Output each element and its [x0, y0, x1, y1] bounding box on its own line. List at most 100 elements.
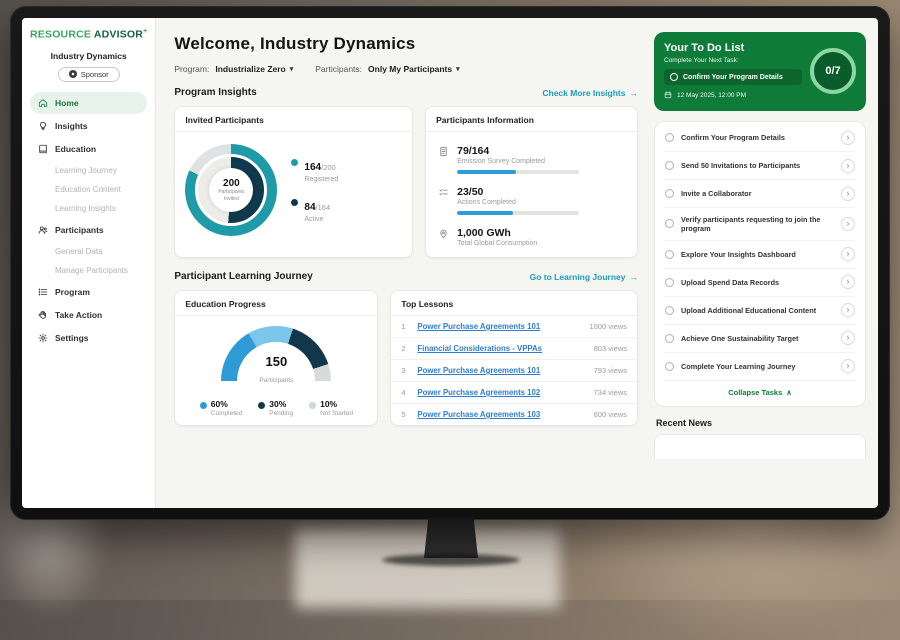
checkbox-icon[interactable] — [665, 249, 674, 259]
progress-bar — [457, 170, 580, 174]
sidebar-item-learning-insights[interactable]: Learning Insights — [55, 203, 116, 213]
task-item[interactable]: Complete Your Learning Journey › — [665, 353, 855, 381]
chevron-right-icon[interactable]: › — [841, 130, 855, 145]
sponsor-badge[interactable]: Sponsor — [57, 66, 120, 82]
chevron-down-icon: ▾ — [456, 66, 460, 73]
chevron-right-icon[interactable]: › — [841, 275, 855, 290]
chevron-right-icon[interactable]: › — [841, 158, 855, 173]
sidebar-item-manage-participants[interactable]: Manage Participants — [55, 265, 128, 275]
sidebar-item-settings[interactable]: Settings — [30, 327, 147, 349]
checkbox-icon[interactable] — [665, 361, 674, 371]
sidebar-item-program[interactable]: Program — [30, 281, 147, 303]
sidebar-item-education[interactable]: Education — [30, 138, 147, 160]
participants-select-value: Only My Participants — [368, 64, 453, 74]
filter-bar: Program: Industrialize Zero ▾ Participan… — [174, 64, 638, 74]
lesson-link[interactable]: Power Purchase Agreements 102 — [417, 388, 541, 397]
progress-bar — [457, 211, 580, 215]
checkbox-icon[interactable] — [665, 333, 674, 343]
todo-progress-value: 0/7 — [825, 64, 841, 77]
checkbox-icon[interactable] — [670, 73, 678, 81]
check-more-insights-link[interactable]: Check More Insights → — [542, 87, 638, 98]
book-icon — [38, 144, 48, 154]
chevron-right-icon[interactable]: › — [841, 359, 855, 374]
sidebar-item-label: Take Action — [55, 309, 103, 320]
sidebar-nav: Home Insights Education Learning Journey… — [30, 91, 148, 349]
chevron-right-icon[interactable]: › — [841, 247, 855, 262]
lesson-row: 4 Power Purchase Agreements 102 734 view… — [391, 382, 637, 404]
card-title: Education Progress — [175, 291, 378, 316]
section-title-program-insights: Program Insights — [174, 87, 257, 98]
checkbox-icon[interactable] — [665, 305, 674, 315]
sidebar-item-general-data[interactable]: General Data — [55, 246, 103, 256]
program-select[interactable]: Industrialize Zero ▾ — [215, 64, 293, 74]
checkbox-icon[interactable] — [665, 189, 674, 198]
main-content: Welcome, Industry Dynamics Program: Indu… — [156, 18, 652, 508]
list-icon — [38, 287, 48, 297]
location-pin-icon — [438, 228, 449, 239]
go-to-learning-journey-link[interactable]: Go to Learning Journey → — [529, 271, 639, 282]
program-select-value: Industrialize Zero — [215, 64, 286, 74]
program-filter-label: Program: — [174, 64, 210, 74]
lesson-link[interactable]: Power Purchase Agreements 101 — [417, 322, 541, 331]
chevron-right-icon[interactable]: › — [841, 331, 855, 346]
lesson-link[interactable]: Power Purchase Agreements 103 — [417, 410, 541, 419]
donut-center-label: Invited — [224, 195, 239, 202]
task-item[interactable]: Upload Additional Educational Content › — [665, 297, 855, 325]
participants-select[interactable]: Only My Participants ▾ — [368, 64, 460, 74]
task-item[interactable]: Send 50 Invitations to Participants › — [665, 152, 855, 180]
chevron-right-icon[interactable]: › — [841, 186, 855, 201]
lesson-row: 3 Power Purchase Agreements 101 793 view… — [391, 360, 637, 382]
todo-column: Your To Do List Complete Your Next Task:… — [652, 18, 878, 508]
checkbox-icon[interactable] — [665, 277, 674, 287]
collapse-caret-icon: ∧ — [786, 387, 792, 397]
chevron-right-icon[interactable]: › — [841, 303, 855, 318]
task-item[interactable]: Verify participants requesting to join t… — [665, 208, 855, 241]
sidebar-item-label: Insights — [55, 120, 88, 131]
invited-participants-card: Invited Participants 200 Participants In… — [174, 106, 414, 258]
collapse-tasks-link[interactable]: Collapse Tasks ∧ — [728, 387, 792, 397]
sidebar-item-label: Participants — [55, 224, 104, 235]
sidebar-item-learning-journey[interactable]: Learning Journey — [55, 165, 117, 175]
lesson-link[interactable]: Power Purchase Agreements 101 — [417, 366, 541, 375]
lesson-link[interactable]: Financial Considerations - VPPAs — [417, 344, 543, 353]
bulb-icon — [38, 121, 48, 131]
task-item[interactable]: Achieve One Sustainability Target › — [665, 325, 855, 353]
sidebar-item-education-content[interactable]: Education Content — [55, 184, 121, 194]
task-item[interactable]: Explore Your Insights Dashboard › — [665, 241, 855, 269]
next-task[interactable]: Confirm Your Program Details — [664, 69, 802, 85]
checklist-icon — [438, 187, 449, 198]
sidebar-item-insights[interactable]: Insights — [30, 115, 147, 137]
chevron-right-icon[interactable]: › — [841, 216, 855, 231]
legend-not-started: 10% Not Started — [309, 399, 353, 417]
lesson-row: 2 Financial Considerations - VPPAs 803 v… — [391, 338, 637, 360]
sidebar-item-take-action[interactable]: Take Action — [30, 304, 147, 326]
sidebar-item-label: Education — [55, 143, 97, 154]
monitor: RESOURCE ADVISOR+ Industry Dynamics Spon… — [10, 6, 890, 520]
checkbox-icon[interactable] — [665, 133, 674, 142]
people-icon — [38, 225, 48, 235]
pending-dot — [258, 401, 266, 409]
checkbox-icon[interactable] — [665, 161, 674, 170]
education-progress-card: Education Progress 150 Participants 60% — [174, 290, 379, 426]
legend-pending: 30% Pending — [258, 399, 293, 417]
calendar-icon — [664, 91, 672, 99]
sidebar-item-label: Program — [55, 286, 90, 297]
card-title: Invited Participants — [175, 107, 413, 132]
task-item[interactable]: Invite a Collaborator › — [665, 180, 855, 208]
task-item[interactable]: Confirm Your Program Details › — [665, 124, 855, 152]
participants-filter-label: Participants: — [315, 64, 363, 74]
todo-progress-ring: 0/7 — [810, 47, 856, 94]
task-item[interactable]: Upload Spend Data Records › — [665, 269, 855, 297]
top-lessons-card: Top Lessons 1 Power Purchase Agreements … — [390, 290, 638, 426]
gauge-center-value: 150 — [265, 354, 288, 369]
invited-participants-donut: 200 Participants Invited — [185, 144, 278, 236]
sidebar-item-label: Settings — [55, 332, 89, 343]
home-icon — [38, 98, 48, 108]
arrow-right-icon: → — [629, 271, 639, 282]
checkbox-icon[interactable] — [665, 219, 674, 229]
legend-registered: 164/200 Registered — [291, 157, 338, 183]
sidebar-item-participants[interactable]: Participants — [30, 219, 147, 241]
completed-dot — [199, 401, 207, 409]
sidebar-item-home[interactable]: Home — [30, 91, 148, 114]
logo-text-secondary: ADVISOR — [93, 28, 144, 41]
